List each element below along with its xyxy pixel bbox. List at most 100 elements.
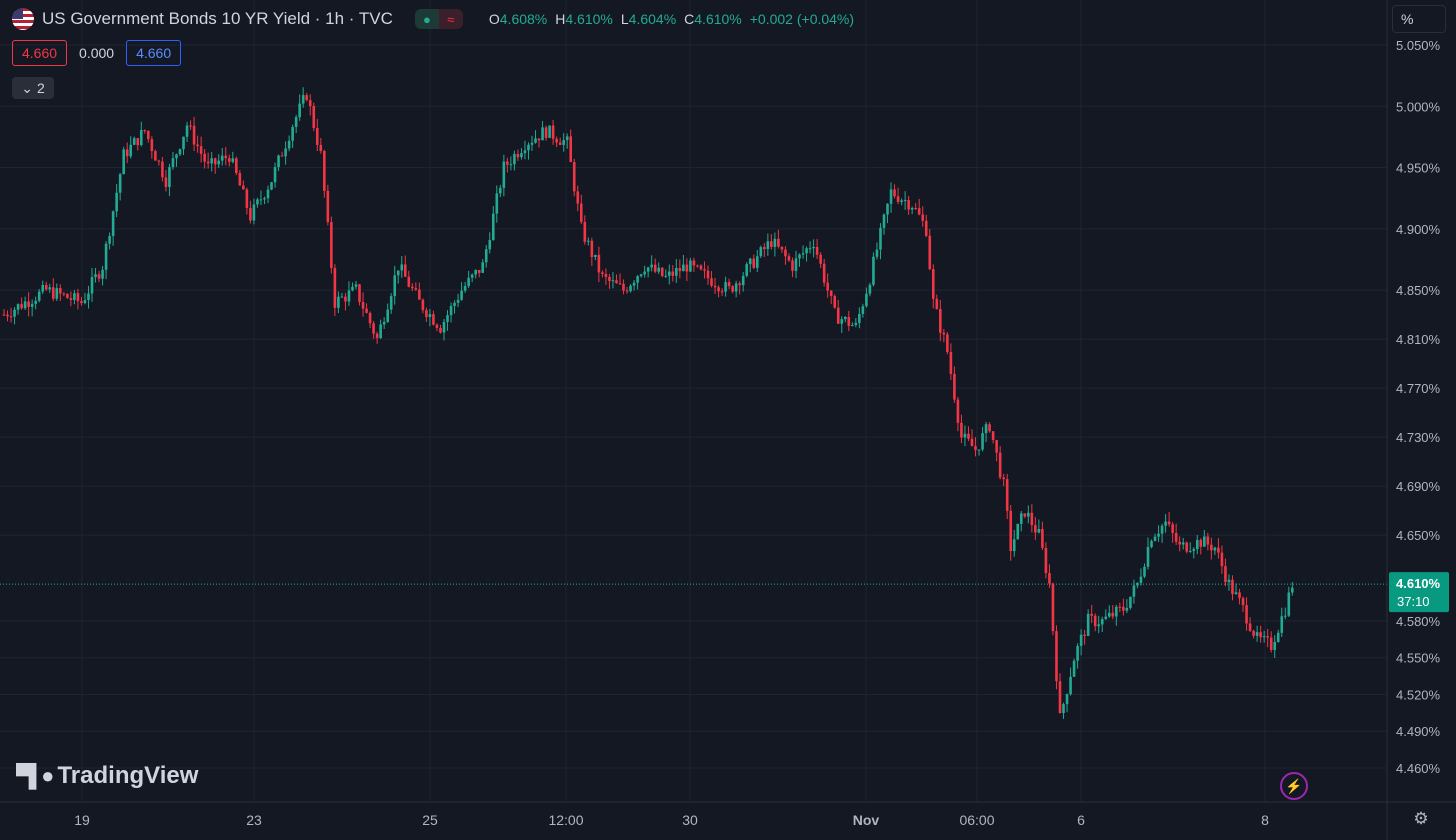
candle bbox=[1171, 522, 1174, 543]
candle bbox=[805, 246, 808, 262]
candle-body bbox=[375, 333, 379, 339]
candle-body bbox=[432, 314, 435, 325]
candle-body bbox=[1143, 566, 1146, 577]
candle-body bbox=[893, 189, 896, 197]
candle-body bbox=[787, 256, 791, 261]
candle-body bbox=[555, 138, 558, 143]
candle bbox=[572, 158, 576, 197]
candlestick-series bbox=[2, 87, 1294, 719]
candle bbox=[337, 291, 340, 314]
candle-body bbox=[970, 438, 974, 447]
candle-body bbox=[1157, 533, 1160, 537]
candle-body bbox=[411, 286, 414, 289]
candle bbox=[970, 429, 974, 447]
candle bbox=[1041, 521, 1044, 551]
market-open-dot-icon[interactable]: ● bbox=[414, 9, 439, 29]
candle bbox=[826, 273, 829, 298]
candle-body bbox=[495, 193, 499, 214]
candle bbox=[238, 170, 242, 186]
candle bbox=[1210, 537, 1213, 560]
candle-body bbox=[777, 238, 780, 247]
candle-body bbox=[224, 155, 228, 159]
candle bbox=[48, 283, 52, 293]
candle-body bbox=[914, 207, 917, 209]
tradingview-logo[interactable]: ▀▌● TradingView bbox=[16, 762, 198, 790]
symbol-title[interactable]: US Government Bonds 10 YR Yield · 1h · T… bbox=[42, 9, 393, 28]
candle-body bbox=[2, 314, 6, 316]
candle-body bbox=[717, 287, 720, 292]
scale-unit-label: % bbox=[1401, 11, 1414, 27]
candle bbox=[622, 279, 625, 295]
candle-body bbox=[544, 127, 548, 138]
candle-body bbox=[129, 144, 133, 157]
candle-body bbox=[1005, 479, 1009, 511]
candle bbox=[791, 257, 794, 278]
candle bbox=[928, 228, 932, 271]
indicators-toggle[interactable]: ⌄ 2 bbox=[12, 77, 54, 99]
candle bbox=[1019, 511, 1023, 532]
y-tick-label: 4.900% bbox=[1396, 222, 1441, 237]
candle-body bbox=[488, 240, 492, 250]
candle bbox=[118, 172, 122, 201]
candle bbox=[720, 288, 724, 296]
candle-body bbox=[502, 161, 506, 188]
candle bbox=[576, 185, 580, 212]
gear-icon[interactable]: ⚙ bbox=[1413, 809, 1429, 828]
candle-body bbox=[203, 153, 206, 162]
candle-body bbox=[530, 142, 534, 145]
candle bbox=[425, 307, 428, 322]
market-status-pills[interactable]: ● ≈ bbox=[414, 9, 463, 29]
candle bbox=[907, 195, 910, 215]
candle bbox=[801, 245, 805, 259]
candle bbox=[245, 187, 249, 215]
y-tick-label: 5.050% bbox=[1396, 38, 1441, 53]
candle-body bbox=[917, 208, 921, 215]
buy-button[interactable]: 4.660 bbox=[126, 40, 182, 66]
candle-body bbox=[696, 265, 699, 267]
candle bbox=[875, 242, 879, 260]
sell-button[interactable]: 4.660 bbox=[12, 40, 68, 66]
candle bbox=[520, 148, 523, 160]
candle bbox=[224, 147, 228, 166]
candle bbox=[752, 254, 756, 269]
candle bbox=[491, 206, 495, 241]
candle-body bbox=[213, 158, 217, 165]
candle-body bbox=[467, 277, 470, 287]
candle bbox=[94, 267, 97, 283]
time-scale[interactable]: 19 23 25 12:00 30 Nov 06:00 6 8 bbox=[74, 812, 1269, 828]
wave-icon[interactable]: ≈ bbox=[438, 9, 463, 29]
candle-body bbox=[196, 144, 199, 147]
candle bbox=[1241, 596, 1245, 613]
candle bbox=[231, 151, 235, 164]
candle bbox=[1266, 628, 1269, 648]
lightning-icon[interactable]: ⚡ bbox=[1280, 772, 1308, 800]
candle bbox=[1016, 523, 1020, 540]
candle bbox=[122, 146, 125, 175]
candle bbox=[481, 259, 485, 274]
candle-body bbox=[132, 138, 136, 145]
candle bbox=[270, 182, 273, 191]
candle-body bbox=[1234, 592, 1238, 595]
price-scale[interactable]: 4.460% 4.490% 4.520% 4.550% 4.580% 4.650% 4.69… bbox=[1396, 38, 1441, 776]
scale-unit-selector[interactable]: % bbox=[1392, 5, 1446, 33]
candle-body bbox=[319, 144, 323, 152]
candle-body bbox=[372, 323, 375, 334]
candle bbox=[569, 129, 573, 163]
candle-body bbox=[766, 241, 770, 250]
candle-body bbox=[101, 269, 104, 279]
candle-body bbox=[1129, 596, 1132, 608]
candle-body bbox=[1100, 619, 1104, 625]
candle bbox=[192, 117, 196, 152]
candle-body bbox=[386, 309, 389, 322]
candle bbox=[882, 213, 886, 235]
candle-body bbox=[833, 295, 837, 308]
candle bbox=[1224, 558, 1227, 587]
candle-body bbox=[125, 149, 129, 157]
candle-body bbox=[73, 293, 76, 300]
candle-body bbox=[639, 274, 643, 277]
candle bbox=[1069, 667, 1072, 696]
candle bbox=[203, 148, 206, 169]
candle bbox=[639, 273, 643, 278]
candle-body bbox=[611, 280, 615, 282]
